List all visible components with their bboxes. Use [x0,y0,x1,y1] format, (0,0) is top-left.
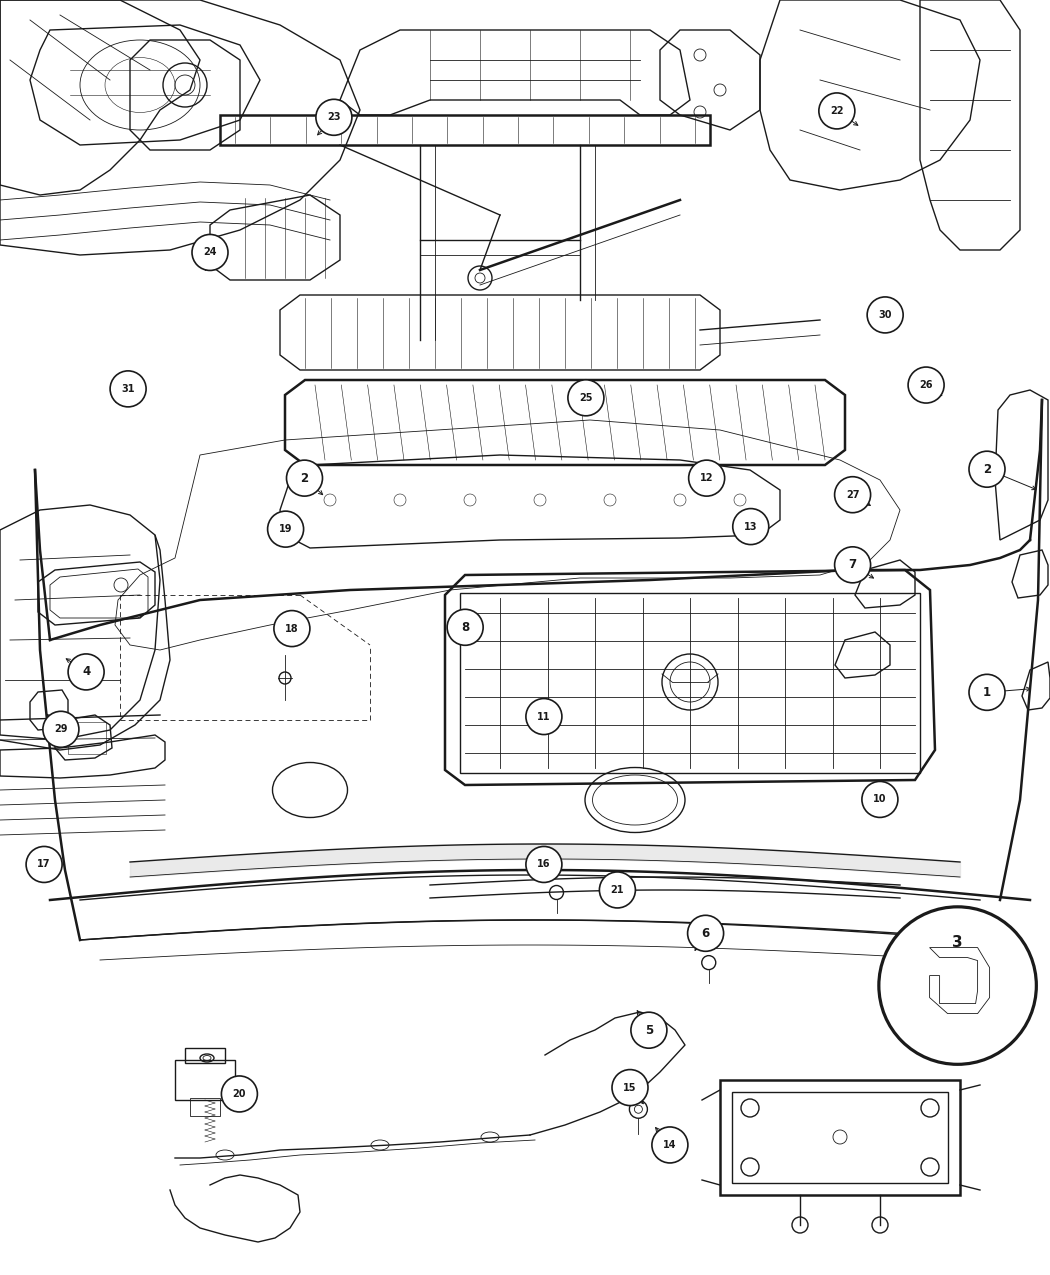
Text: 19: 19 [279,524,292,534]
Circle shape [600,872,635,908]
Circle shape [689,460,724,496]
Circle shape [612,1070,648,1105]
Circle shape [631,1012,667,1048]
Circle shape [287,460,322,496]
Circle shape [26,847,62,882]
Circle shape [969,674,1005,710]
Text: 31: 31 [122,384,134,394]
Circle shape [68,654,104,690]
Circle shape [879,907,1036,1065]
Circle shape [835,547,870,583]
Text: 25: 25 [580,393,592,403]
Bar [185,1048,225,1063]
Circle shape [688,915,723,951]
Text: 5: 5 [645,1024,653,1037]
Bar [220,115,710,145]
Circle shape [316,99,352,135]
Text: 3: 3 [952,935,963,950]
Circle shape [652,1127,688,1163]
Text: 23: 23 [328,112,340,122]
Text: 14: 14 [664,1140,676,1150]
Text: 7: 7 [848,558,857,571]
Text: 30: 30 [879,310,891,320]
Circle shape [526,699,562,734]
Circle shape [43,711,79,747]
Text: 15: 15 [624,1082,636,1093]
Text: 21: 21 [611,885,624,895]
Text: 17: 17 [38,859,50,870]
Text: 8: 8 [461,621,469,634]
Circle shape [110,371,146,407]
Bar [190,1098,220,1116]
Bar [175,1060,235,1100]
Bar [460,593,920,773]
Text: 22: 22 [831,106,843,116]
Circle shape [274,611,310,646]
Circle shape [862,782,898,817]
Circle shape [733,509,769,544]
Circle shape [908,367,944,403]
Text: 1: 1 [983,686,991,699]
Circle shape [819,93,855,129]
Text: 13: 13 [744,521,757,532]
Circle shape [867,297,903,333]
Circle shape [447,609,483,645]
Circle shape [222,1076,257,1112]
Text: 2: 2 [983,463,991,476]
Text: 20: 20 [233,1089,246,1099]
Text: 27: 27 [846,490,859,500]
Circle shape [969,451,1005,487]
Text: 4: 4 [82,666,90,678]
Text: 18: 18 [286,623,298,634]
Bar [732,1091,948,1183]
Text: 12: 12 [700,473,713,483]
Bar [68,722,106,754]
Circle shape [835,477,870,513]
Circle shape [568,380,604,416]
Text: 24: 24 [204,247,216,258]
Text: 16: 16 [538,859,550,870]
Bar [720,1080,960,1195]
Text: 6: 6 [701,927,710,940]
Text: 10: 10 [874,794,886,805]
Text: 29: 29 [55,724,67,734]
Text: 26: 26 [920,380,932,390]
Text: 2: 2 [300,472,309,484]
Text: 11: 11 [538,711,550,722]
Circle shape [268,511,303,547]
Circle shape [526,847,562,882]
Circle shape [192,235,228,270]
